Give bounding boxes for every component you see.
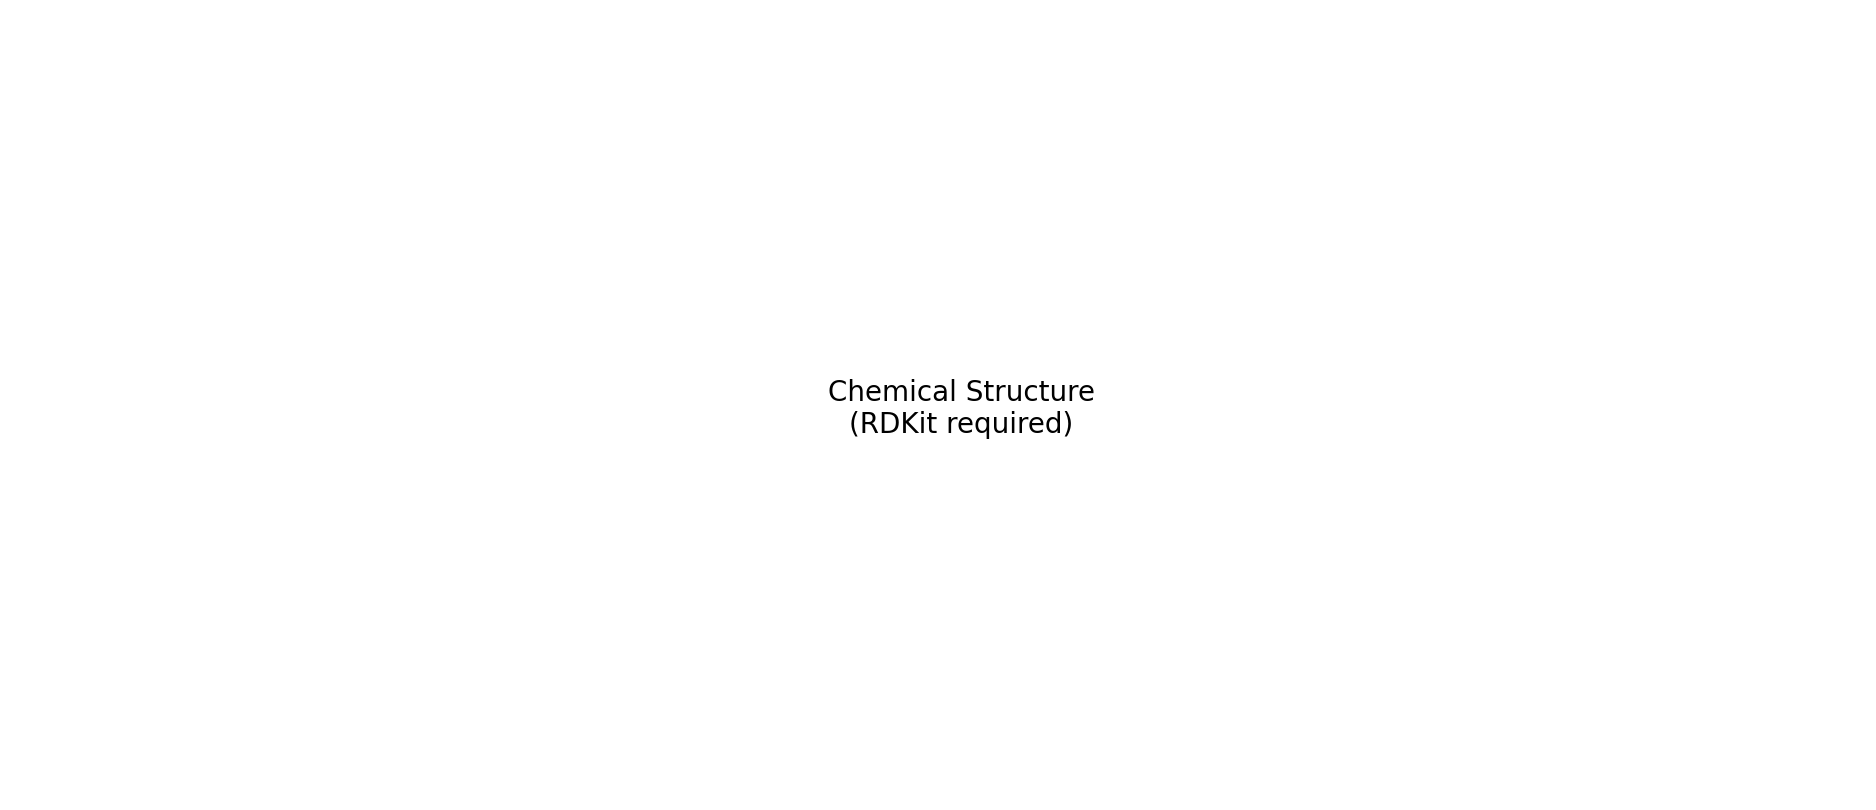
Text: Chemical Structure
(RDKit required): Chemical Structure (RDKit required) <box>827 379 1096 439</box>
